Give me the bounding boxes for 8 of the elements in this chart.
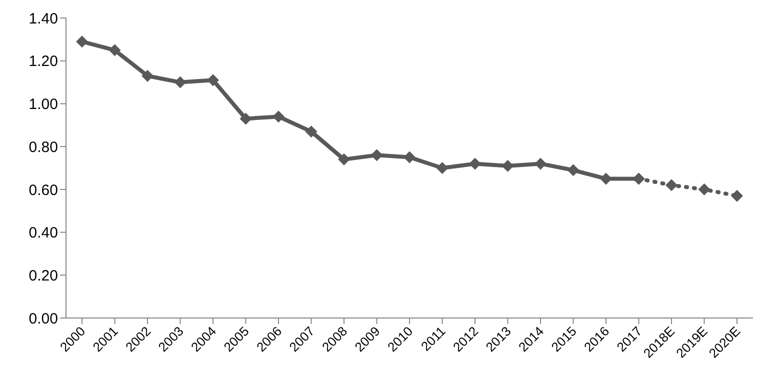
y-tick-label: 1.20 xyxy=(28,53,58,70)
y-tick-label: 0.60 xyxy=(28,182,58,199)
y-tick-label: 0.20 xyxy=(28,267,58,284)
y-tick-label: 1.40 xyxy=(28,10,58,28)
y-tick-label: 1.00 xyxy=(28,96,58,114)
y-tick-label: 0.80 xyxy=(28,138,58,156)
y-tick-label: 0.00 xyxy=(28,310,58,328)
y-tick-label: 0.40 xyxy=(28,224,58,242)
